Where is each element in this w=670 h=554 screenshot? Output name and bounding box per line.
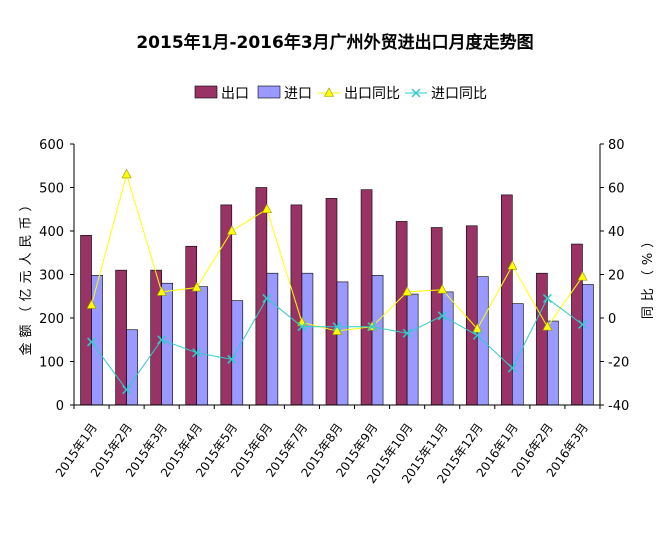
import-yoy-point [367, 322, 377, 332]
export-yoy-point [156, 286, 167, 296]
import-yoy-point [192, 348, 202, 358]
legend-item: 出口 [194, 85, 249, 102]
export-yoy-point [86, 299, 97, 309]
export-bar [501, 194, 513, 406]
import-yoy-marker-stroke [332, 322, 342, 332]
import-yoy-point [332, 322, 342, 332]
import-yoy-point [157, 335, 167, 345]
legend-item: 出口同比 [318, 86, 400, 102]
export-bar [325, 198, 338, 406]
export-yoy-point [226, 225, 237, 235]
right-tick-label: 0 [608, 312, 616, 327]
import-bar [371, 275, 384, 406]
import-bar [406, 293, 419, 406]
export-bar [360, 189, 373, 406]
export-bar [185, 245, 198, 406]
import-yoy-marker-stroke [192, 348, 202, 358]
import-bar [161, 282, 173, 406]
legend: 出口 进口 出口同比 进口同比 [194, 85, 487, 102]
import-yoy-marker-stroke [262, 293, 272, 303]
export-bar [571, 243, 583, 406]
import-bar [301, 272, 314, 406]
chart-title: 2015年1月-2016年3月广州外贸进出口月度走势图 [136, 32, 533, 53]
export-yoy-point [121, 168, 132, 179]
export-yoy-point [261, 203, 272, 214]
import-yoy-marker-stroke [472, 330, 482, 340]
import-yoy-point [87, 337, 97, 347]
right-tick-label: 20 [608, 269, 625, 284]
legend-label: 出口 [221, 86, 249, 102]
export-yoy-point [402, 286, 413, 296]
import-yoy-point [402, 328, 412, 338]
export-bar [115, 269, 127, 406]
right-tick-label: -40 [608, 399, 629, 414]
import-yoy-point [297, 322, 307, 332]
right-tick-label: 60 [608, 182, 625, 197]
export-bar [395, 221, 408, 406]
import-yoy-marker-stroke [507, 363, 517, 373]
import-yoy-marker-stroke [577, 319, 587, 330]
right-axis-title: 同比（%） [641, 230, 656, 319]
import-bar [196, 286, 209, 406]
import-yoy-marker-stroke [122, 385, 132, 395]
export-yoy-point [191, 281, 202, 292]
export-yoy-point [542, 321, 553, 331]
legend-marker [324, 87, 334, 97]
legend-item: 进口同比 [405, 86, 487, 102]
left-tick-label: 300 [39, 269, 64, 284]
import-yoy-marker-stroke [437, 311, 447, 321]
import-bar [126, 329, 138, 406]
import-yoy-marker-stroke [367, 322, 377, 332]
import-yoy-point [542, 293, 552, 303]
import-yoy-point [507, 363, 517, 373]
import-yoy-marker-stroke [402, 328, 412, 338]
import-bar [582, 284, 594, 406]
import-yoy-marker-stroke [542, 293, 552, 303]
right-tick-label: 80 [608, 138, 625, 153]
import-bar [266, 272, 279, 406]
export-bar [220, 204, 233, 406]
export-yoy-point [577, 271, 588, 281]
import-yoy-point [122, 385, 132, 395]
import-yoy-point [437, 311, 447, 321]
export-bar [465, 225, 478, 406]
legend-marker [411, 88, 421, 98]
legend-label: 进口 [284, 86, 312, 102]
left-tick-label: 500 [39, 182, 64, 197]
import-bar [231, 300, 244, 406]
legend-swatch [194, 85, 218, 99]
import-yoy-point [227, 354, 237, 364]
export-yoy-point [332, 325, 342, 335]
export-yoy-point [437, 284, 448, 294]
import-yoy-marker-stroke [297, 322, 307, 332]
left-tick-label: 100 [39, 356, 64, 371]
import-yoy-point [472, 330, 482, 340]
legend-swatch [257, 85, 281, 99]
import-bar [547, 320, 559, 406]
import-bar [441, 291, 454, 406]
import-yoy-marker-stroke [87, 337, 97, 347]
right-tick-label: 40 [608, 225, 625, 240]
import-yoy-point [262, 293, 272, 303]
legend-label: 进口同比 [431, 86, 487, 102]
left-tick-label: 600 [39, 138, 64, 153]
legend-item: 进口 [257, 85, 312, 102]
legend-label: 出口同比 [344, 86, 400, 102]
left-axis-title: 金额（亿元人民币） [18, 193, 34, 355]
left-tick-label: 400 [39, 225, 64, 240]
left-tick-label: 200 [39, 312, 64, 327]
left-tick-label: 0 [56, 399, 64, 414]
export-bar [536, 272, 548, 406]
import-yoy-point [577, 319, 587, 330]
export-bar [80, 235, 92, 406]
import-yoy-marker-stroke [157, 335, 167, 345]
import-bar [512, 303, 524, 406]
export-yoy-point [472, 323, 483, 333]
import-bar [336, 281, 349, 406]
right-tick-label: -20 [608, 356, 629, 371]
import-yoy-marker-stroke [227, 354, 237, 364]
export-yoy-point [507, 260, 518, 270]
